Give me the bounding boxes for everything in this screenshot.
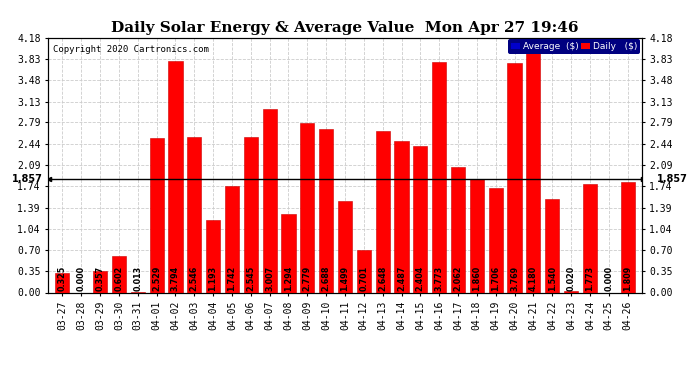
Text: 1.742: 1.742 bbox=[228, 266, 237, 291]
Text: 1.857: 1.857 bbox=[12, 174, 43, 184]
Text: 2.545: 2.545 bbox=[246, 266, 255, 291]
Text: 2.779: 2.779 bbox=[303, 266, 312, 291]
Bar bbox=[225, 186, 239, 292]
Text: 0.357: 0.357 bbox=[96, 266, 105, 291]
Bar bbox=[55, 273, 70, 292]
Bar bbox=[93, 271, 107, 292]
Bar bbox=[583, 184, 597, 292]
Text: 2.648: 2.648 bbox=[378, 266, 387, 291]
Bar bbox=[112, 256, 126, 292]
Bar bbox=[206, 220, 220, 292]
Text: 1.193: 1.193 bbox=[208, 266, 217, 291]
Bar bbox=[168, 61, 183, 292]
Text: 0.325: 0.325 bbox=[58, 266, 67, 291]
Bar bbox=[489, 188, 503, 292]
Text: 0.602: 0.602 bbox=[115, 266, 124, 291]
Text: Copyright 2020 Cartronics.com: Copyright 2020 Cartronics.com bbox=[53, 45, 209, 54]
Bar bbox=[451, 167, 465, 292]
Bar bbox=[357, 250, 371, 292]
Bar bbox=[545, 198, 560, 292]
Text: 2.688: 2.688 bbox=[322, 266, 331, 291]
Bar bbox=[507, 63, 522, 292]
Text: 1.294: 1.294 bbox=[284, 266, 293, 291]
Text: 0.000: 0.000 bbox=[77, 266, 86, 291]
Text: 1.773: 1.773 bbox=[585, 266, 594, 291]
Bar bbox=[244, 137, 258, 292]
Text: 0.013: 0.013 bbox=[133, 266, 142, 291]
Text: 1.499: 1.499 bbox=[340, 266, 350, 291]
Bar bbox=[375, 131, 390, 292]
Text: 1.860: 1.860 bbox=[473, 266, 482, 291]
Bar bbox=[150, 138, 164, 292]
Text: 3.769: 3.769 bbox=[510, 266, 519, 291]
Bar bbox=[338, 201, 352, 292]
Bar bbox=[263, 109, 277, 292]
Bar bbox=[620, 182, 635, 292]
Bar bbox=[432, 62, 446, 292]
Text: 3.773: 3.773 bbox=[435, 266, 444, 291]
Text: 1.706: 1.706 bbox=[491, 266, 500, 291]
Bar bbox=[413, 146, 427, 292]
Bar bbox=[526, 38, 540, 292]
Title: Daily Solar Energy & Average Value  Mon Apr 27 19:46: Daily Solar Energy & Average Value Mon A… bbox=[111, 21, 579, 35]
Bar bbox=[564, 291, 578, 292]
Text: 2.546: 2.546 bbox=[190, 266, 199, 291]
Bar bbox=[395, 141, 408, 292]
Bar bbox=[319, 129, 333, 292]
Bar bbox=[187, 137, 201, 292]
Bar bbox=[282, 213, 295, 292]
Text: 2.062: 2.062 bbox=[453, 266, 462, 291]
Text: 3.794: 3.794 bbox=[171, 266, 180, 291]
Text: 0.020: 0.020 bbox=[566, 266, 575, 291]
Bar bbox=[470, 179, 484, 292]
Legend: Average  ($), Daily   ($): Average ($), Daily ($) bbox=[508, 39, 640, 54]
Text: 2.487: 2.487 bbox=[397, 266, 406, 291]
Text: 0.701: 0.701 bbox=[359, 266, 368, 291]
Text: 1.857: 1.857 bbox=[657, 174, 688, 184]
Bar bbox=[300, 123, 315, 292]
Text: 4.180: 4.180 bbox=[529, 266, 538, 291]
Text: 0.000: 0.000 bbox=[604, 266, 613, 291]
Text: 2.529: 2.529 bbox=[152, 266, 161, 291]
Text: 1.540: 1.540 bbox=[548, 266, 557, 291]
Text: 2.404: 2.404 bbox=[416, 266, 425, 291]
Text: 1.809: 1.809 bbox=[623, 266, 632, 291]
Text: 3.007: 3.007 bbox=[265, 266, 274, 291]
